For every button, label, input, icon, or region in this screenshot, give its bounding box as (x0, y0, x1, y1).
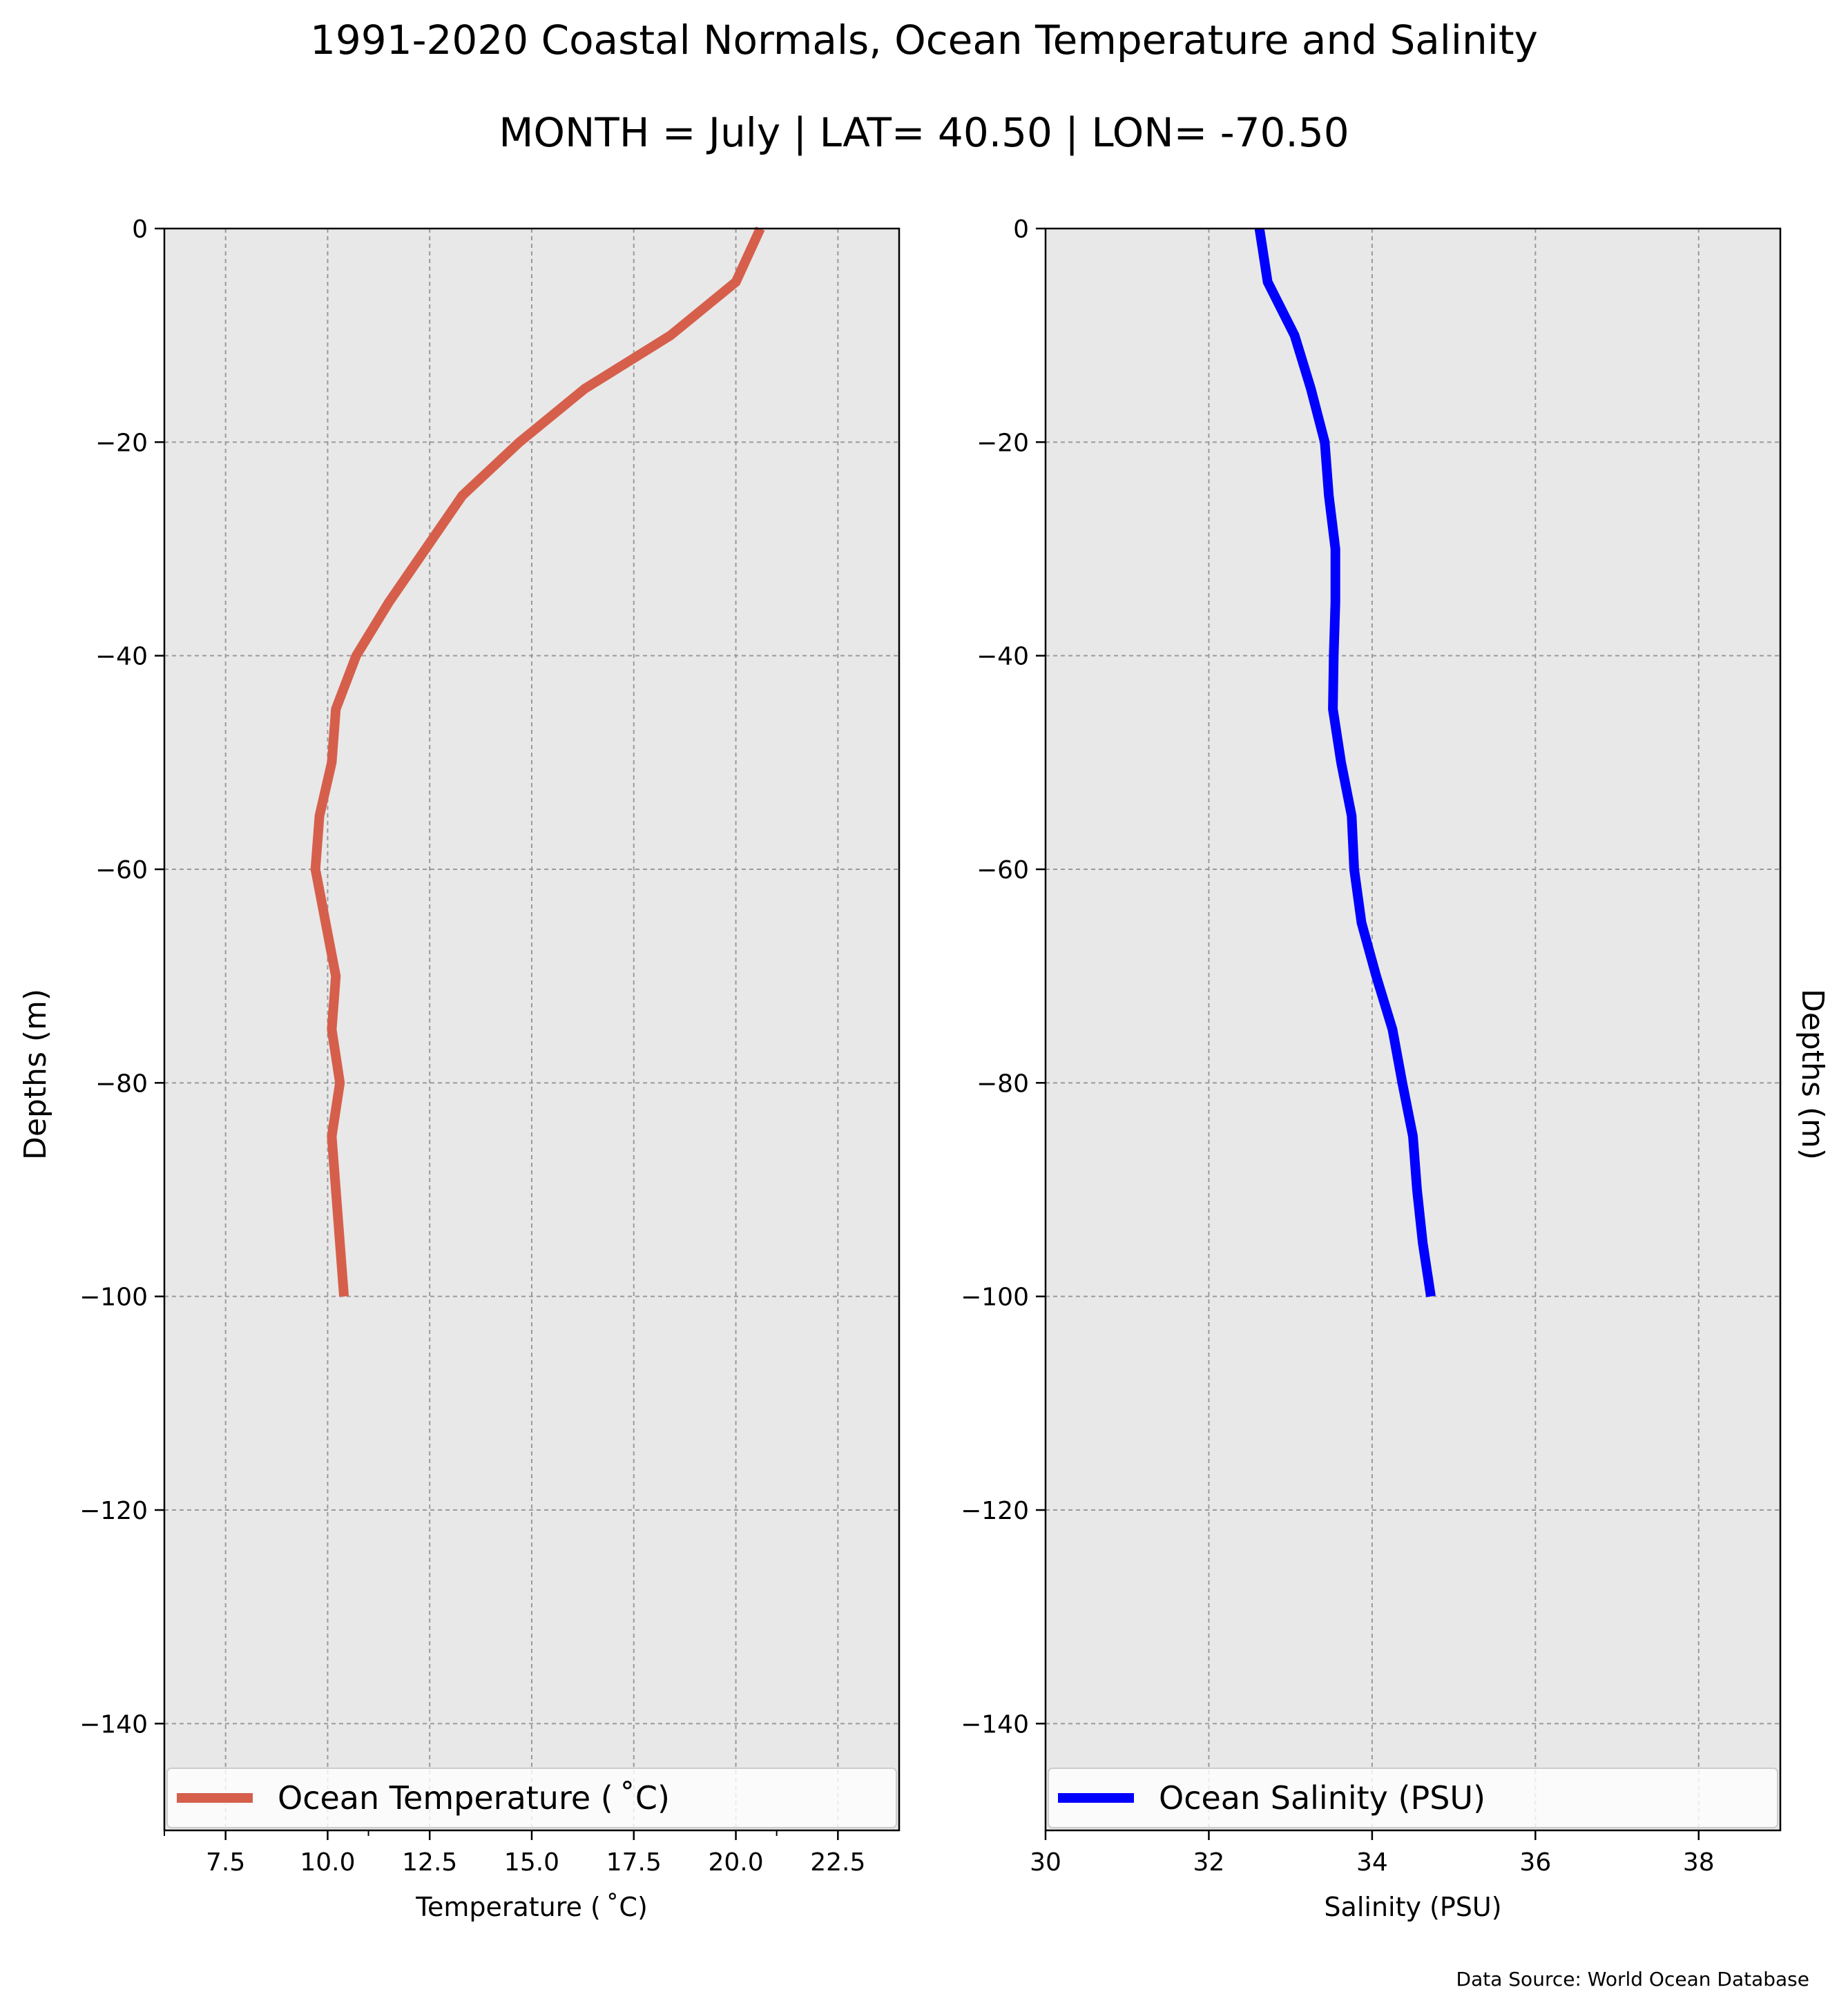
x-tick-label: 36 (1519, 1848, 1551, 1877)
y-tick-label: −40 (95, 643, 148, 671)
legend-label: Ocean Temperature ( ˚C) (278, 1779, 670, 1817)
legend-label: Ocean Salinity (PSU) (1159, 1779, 1485, 1817)
x-tick-label: 38 (1683, 1848, 1715, 1877)
y-tick-label: −20 (95, 429, 148, 457)
x-tick-label: 15.0 (504, 1848, 559, 1877)
y-tick-label: 0 (1013, 215, 1029, 244)
temperature-panel: 0 −20 −40 −60 −80 −100 −120 −140 7.5 10.0 12.5 15.0… (79, 215, 901, 1922)
y-tick-label: −140 (961, 1710, 1029, 1739)
x-tick-label: 10.0 (300, 1848, 355, 1877)
series-line-salinity (1254, 227, 1436, 1297)
x-tick-label: 7.5 (206, 1848, 245, 1877)
chart-subtitle: MONTH = July | LAT= 40.50 | LON= -70.50 (499, 109, 1349, 156)
x-axis-label: Temperature ( ˚C) (415, 1892, 648, 1922)
y-tick-label: −120 (961, 1497, 1029, 1525)
x-tick-label: 30 (1030, 1848, 1061, 1877)
x-tick-label: 32 (1193, 1848, 1225, 1877)
chart-title: 1991-2020 Coastal Normals, Ocean Tempera… (310, 17, 1538, 64)
legend-box (166, 1768, 897, 1828)
legend-box (1048, 1768, 1778, 1828)
y-tick-label: −20 (976, 429, 1029, 457)
series-line-temperature (310, 226, 765, 1297)
left-y-axis-label: Depths (m) (18, 989, 53, 1160)
data-source-note: Data Source: World Ocean Database (1456, 1968, 1809, 1991)
x-tick-label: 17.5 (606, 1848, 662, 1877)
x-tick-label: 34 (1356, 1848, 1388, 1877)
x-tick-label: 12.5 (402, 1848, 457, 1877)
x-tick-label: 22.5 (810, 1848, 865, 1877)
y-tick-label: −80 (95, 1070, 148, 1098)
y-tick-label: −100 (961, 1284, 1029, 1312)
y-tick-label: 0 (132, 215, 148, 244)
axes-frame (1044, 227, 1782, 1832)
salinity-panel: 0 −20 −40 −60 −80 −100 −120 −140 30 32 34 36 38 Salin… (961, 215, 1782, 1922)
y-tick-label: −120 (79, 1497, 148, 1525)
x-axis-label: Salinity (PSU) (1324, 1892, 1501, 1922)
y-tick-label: −80 (976, 1070, 1029, 1098)
legend: Ocean Salinity (PSU) (1048, 1768, 1778, 1828)
x-tick-label: 20.0 (708, 1848, 763, 1877)
y-tick-label: −60 (95, 856, 148, 884)
plot-background (1046, 229, 1780, 1830)
right-y-axis-label: Depths (m) (1795, 989, 1830, 1160)
gridlines (1046, 229, 1780, 1830)
y-tick-label: −60 (976, 856, 1029, 884)
y-tick-label: −100 (79, 1284, 148, 1312)
y-tick-label: −140 (79, 1710, 148, 1739)
legend: Ocean Temperature ( ˚C) (166, 1768, 897, 1828)
y-tick-label: −40 (976, 643, 1029, 671)
